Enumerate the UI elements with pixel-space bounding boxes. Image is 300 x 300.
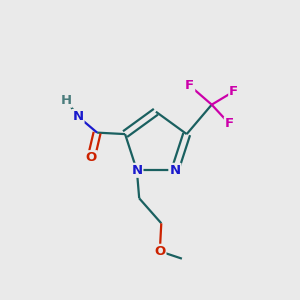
Text: N: N xyxy=(72,110,83,123)
Text: H: H xyxy=(61,94,72,107)
Text: N: N xyxy=(131,164,142,177)
Text: O: O xyxy=(154,245,165,258)
Text: O: O xyxy=(85,151,97,164)
Text: F: F xyxy=(185,79,194,92)
Text: F: F xyxy=(225,117,234,130)
Text: N: N xyxy=(169,164,181,177)
Text: F: F xyxy=(229,85,239,98)
